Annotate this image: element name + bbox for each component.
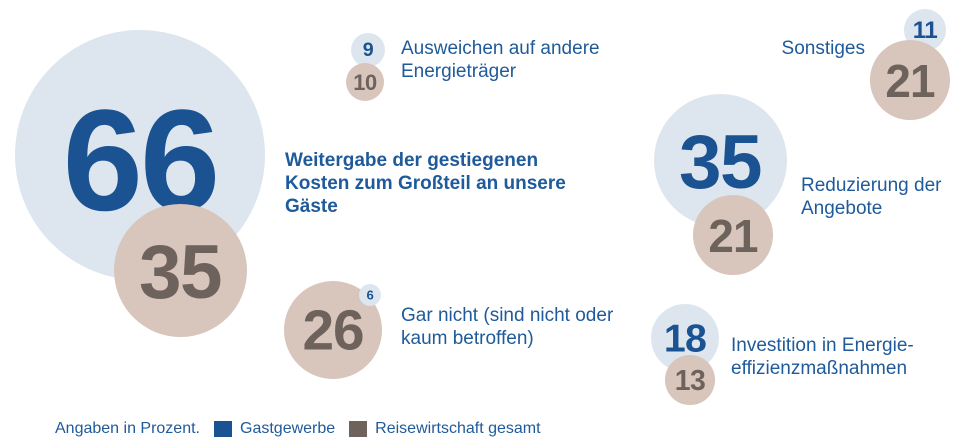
bubble	[358, 283, 382, 307]
value-label: 11	[912, 16, 938, 44]
value-label: 21	[708, 209, 758, 262]
note: Angaben in Prozent.	[55, 420, 200, 437]
value-label: 35	[679, 119, 763, 205]
value-label: 10	[353, 69, 377, 95]
legend-label: Reisewirtschaft gesamt	[375, 420, 541, 437]
bubble	[346, 63, 384, 101]
bubble	[693, 195, 773, 275]
bubble	[350, 32, 386, 68]
bubble	[113, 203, 247, 337]
category-label: Investition in Energie­effizienzmaßnahme…	[731, 335, 914, 379]
legend-swatch	[214, 421, 232, 437]
legend-swatch	[349, 421, 368, 437]
category-label: Sonstiges	[781, 38, 865, 59]
category-label: Ausweichen auf andere Energieträger	[401, 38, 600, 82]
bubble	[870, 40, 950, 120]
category-label: Reduzierung der Angebote	[801, 175, 942, 219]
value-label: 6	[366, 287, 374, 303]
bubble	[665, 355, 715, 405]
legend: Angaben in Prozent. Gastgewerbe Reisewirt…	[55, 420, 541, 438]
value-label: 13	[674, 364, 706, 397]
category-label: Weitergabe der gestiegenen Kosten zum Gr…	[285, 150, 566, 217]
value-label: 9	[362, 38, 374, 61]
category-label: Gar nicht (sind nicht oder kaum betroffe…	[401, 305, 614, 349]
value-label: 21	[885, 54, 935, 107]
legend-label: Gastgewerbe	[240, 420, 336, 437]
value-label: 18	[663, 316, 707, 361]
value-label: 35	[139, 229, 223, 315]
value-label: 26	[302, 299, 365, 363]
